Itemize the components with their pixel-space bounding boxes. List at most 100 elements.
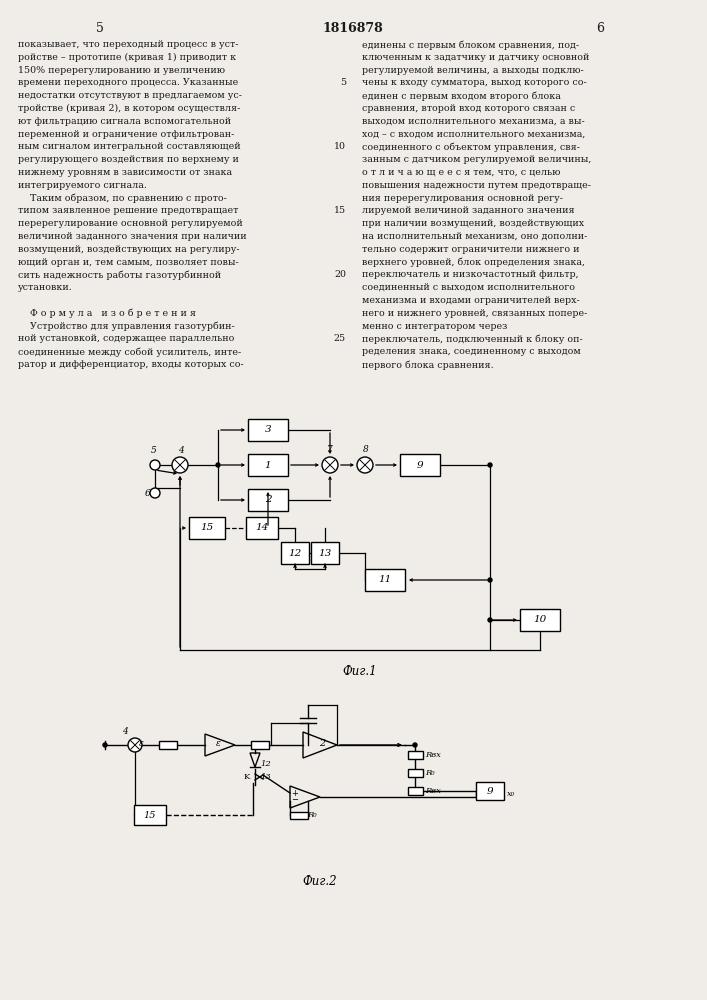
Text: ющий орган и, тем самым, позволяет повы-: ющий орган и, тем самым, позволяет повы-: [18, 258, 239, 267]
Text: лируемой величиной заданного значения: лируемой величиной заданного значения: [362, 206, 575, 215]
Text: Устройство для управления газотурбин-: Устройство для управления газотурбин-: [18, 322, 235, 331]
Text: установки.: установки.: [18, 283, 73, 292]
Text: соединенный с выходом исполнительного: соединенный с выходом исполнительного: [362, 283, 575, 292]
Text: о т л и ч а ю щ е е с я тем, что, с целью: о т л и ч а ю щ е е с я тем, что, с цель…: [362, 168, 561, 177]
Text: менно с интегратором через: менно с интегратором через: [362, 322, 508, 331]
Text: Rвх: Rвх: [425, 751, 441, 759]
Circle shape: [150, 488, 160, 498]
Text: 2: 2: [319, 738, 325, 748]
Text: 1: 1: [264, 460, 271, 470]
Text: единен с первым входом второго блока: единен с первым входом второго блока: [362, 91, 561, 101]
Text: интегрируемого сигнала.: интегрируемого сигнала.: [18, 181, 147, 190]
Bar: [159, 741, 177, 749]
Circle shape: [216, 463, 220, 467]
Text: 9: 9: [416, 460, 423, 470]
Text: 10: 10: [533, 615, 547, 624]
Bar: [251, 741, 269, 749]
Bar: [311, 542, 339, 564]
Text: 6: 6: [596, 22, 604, 35]
Bar: [476, 782, 504, 800]
Text: переключатель и низкочастотный фильтр,: переключатель и низкочастотный фильтр,: [362, 270, 578, 279]
Text: времени переходного процесса. Указанные: времени переходного процесса. Указанные: [18, 78, 238, 87]
Text: ключенным к задатчику и датчику основной: ключенным к задатчику и датчику основной: [362, 53, 590, 62]
Circle shape: [103, 743, 107, 747]
Text: −: −: [291, 796, 298, 804]
Text: при наличии возмущений, воздействующих: при наличии возмущений, воздействующих: [362, 219, 584, 228]
Text: типом заявленное решение предотвращает: типом заявленное решение предотвращает: [18, 206, 238, 215]
Text: 13: 13: [260, 773, 271, 781]
Text: него и нижнего уровней, связанных попере-: него и нижнего уровней, связанных попере…: [362, 309, 588, 318]
Text: регулируемой величины, а выходы подклю-: регулируемой величины, а выходы подклю-: [362, 66, 584, 75]
Text: на исполнительный механизм, оно дополни-: на исполнительный механизм, оно дополни-: [362, 232, 588, 241]
Bar: [248, 419, 288, 441]
Text: 2: 2: [264, 495, 271, 504]
Bar: [248, 489, 288, 511]
Text: 12: 12: [288, 548, 302, 558]
Bar: [290, 812, 308, 818]
Text: 1816878: 1816878: [322, 22, 383, 35]
Text: 13: 13: [318, 548, 332, 558]
Bar: [520, 609, 560, 631]
Text: ределения знака, соединенному с выходом: ределения знака, соединенному с выходом: [362, 347, 580, 356]
Text: выходом исполнительного механизма, а вы-: выходом исполнительного механизма, а вы-: [362, 117, 585, 126]
Text: верхнего уровней, блок определения знака,: верхнего уровней, блок определения знака…: [362, 258, 585, 267]
Text: тельно содержит ограничители нижнего и: тельно содержит ограничители нижнего и: [362, 245, 580, 254]
Text: соединенного с объектом управления, свя-: соединенного с объектом управления, свя-: [362, 142, 580, 152]
Text: 4: 4: [122, 727, 128, 736]
Bar: [281, 542, 309, 564]
Text: +: +: [291, 790, 298, 798]
Text: показывает, что переходный процесс в уст-: показывает, что переходный процесс в уст…: [18, 40, 238, 49]
Text: Фиг.2: Фиг.2: [303, 875, 337, 888]
Text: Ф о р м у л а   и з о б р е т е н и я: Ф о р м у л а и з о б р е т е н и я: [18, 309, 196, 318]
Text: величиной заданного значения при наличии: величиной заданного значения при наличии: [18, 232, 247, 241]
Bar: [248, 454, 288, 476]
Text: ния перерегулирования основной регу-: ния перерегулирования основной регу-: [362, 194, 563, 203]
Text: ε: ε: [139, 738, 144, 748]
Text: Фиг.1: Фиг.1: [343, 665, 378, 678]
Text: тройстве (кривая 2), в котором осуществля-: тройстве (кривая 2), в котором осуществл…: [18, 104, 240, 113]
Circle shape: [488, 463, 492, 467]
Text: 10: 10: [334, 142, 346, 151]
Bar: [134, 805, 166, 825]
Text: 8: 8: [363, 445, 369, 454]
Text: ратор и дифференциатор, входы которых со-: ратор и дифференциатор, входы которых со…: [18, 360, 244, 369]
Bar: [407, 769, 423, 777]
Text: повышения надежности путем предотвраще-: повышения надежности путем предотвраще-: [362, 181, 591, 190]
Text: недостатки отсутствуют в предлагаемом ус-: недостатки отсутствуют в предлагаемом ус…: [18, 91, 242, 100]
Text: 15: 15: [334, 206, 346, 215]
Text: R₀: R₀: [307, 811, 317, 819]
Circle shape: [322, 457, 338, 473]
Text: 15: 15: [200, 524, 214, 532]
Text: сравнения, второй вход которого связан с: сравнения, второй вход которого связан с: [362, 104, 575, 113]
Text: 6: 6: [145, 488, 151, 497]
Text: 25: 25: [334, 334, 346, 343]
Text: 3: 3: [264, 426, 271, 434]
Text: 5: 5: [151, 446, 157, 455]
Text: ход – с входом исполнительного механизма,: ход – с входом исполнительного механизма…: [362, 130, 585, 139]
Text: возмущений, воздействующих на регулиру-: возмущений, воздействующих на регулиру-: [18, 245, 240, 254]
Text: ройстве – прототипе (кривая 1) приводит к: ройстве – прототипе (кривая 1) приводит …: [18, 53, 236, 62]
Bar: [189, 517, 225, 539]
Bar: [407, 787, 423, 795]
Text: 12: 12: [260, 760, 271, 768]
Text: перерегулирование основной регулируемой: перерегулирование основной регулируемой: [18, 219, 243, 228]
Circle shape: [128, 738, 142, 752]
Circle shape: [488, 578, 492, 582]
Text: 4: 4: [178, 446, 184, 455]
Text: x₀: x₀: [507, 790, 515, 798]
Text: 7: 7: [327, 445, 333, 454]
Text: первого блока сравнения.: первого блока сравнения.: [362, 360, 493, 369]
Circle shape: [172, 457, 188, 473]
Text: переключатель, подключенный к блоку оп-: переключатель, подключенный к блоку оп-: [362, 334, 583, 344]
Text: 5: 5: [96, 22, 104, 35]
Circle shape: [413, 743, 417, 747]
Text: 11: 11: [378, 576, 392, 584]
Circle shape: [357, 457, 373, 473]
Circle shape: [150, 460, 160, 470]
Text: ным сигналом интегральной составляющей: ным сигналом интегральной составляющей: [18, 142, 240, 151]
Text: соединенные между собой усилитель, инте-: соединенные между собой усилитель, инте-: [18, 347, 241, 357]
Text: 150% перерегулированию и увеличению: 150% перерегулированию и увеличению: [18, 66, 225, 75]
Text: механизма и входами ограничителей верх-: механизма и входами ограничителей верх-: [362, 296, 580, 305]
Bar: [407, 751, 423, 759]
Text: ют фильтрацию сигнала вспомогательной: ют фильтрацию сигнала вспомогательной: [18, 117, 231, 126]
